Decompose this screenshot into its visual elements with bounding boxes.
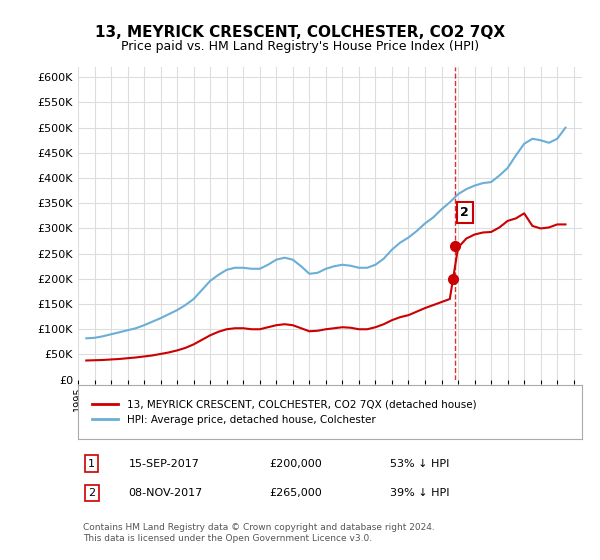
Legend: 13, MEYRICK CRESCENT, COLCHESTER, CO2 7QX (detached house), HPI: Average price, : 13, MEYRICK CRESCENT, COLCHESTER, CO2 7Q… — [88, 395, 481, 429]
Text: 2: 2 — [460, 206, 469, 219]
Text: £200,000: £200,000 — [269, 459, 322, 469]
Text: 1: 1 — [88, 459, 95, 469]
Text: 53% ↓ HPI: 53% ↓ HPI — [391, 459, 450, 469]
Text: Contains HM Land Registry data © Crown copyright and database right 2024.
This d: Contains HM Land Registry data © Crown c… — [83, 524, 435, 543]
Text: 39% ↓ HPI: 39% ↓ HPI — [391, 488, 450, 498]
Text: 13, MEYRICK CRESCENT, COLCHESTER, CO2 7QX: 13, MEYRICK CRESCENT, COLCHESTER, CO2 7Q… — [95, 25, 505, 40]
Text: £265,000: £265,000 — [269, 488, 322, 498]
Text: 2: 2 — [88, 488, 95, 498]
Text: Price paid vs. HM Land Registry's House Price Index (HPI): Price paid vs. HM Land Registry's House … — [121, 40, 479, 53]
Text: 15-SEP-2017: 15-SEP-2017 — [128, 459, 199, 469]
Text: 08-NOV-2017: 08-NOV-2017 — [128, 488, 203, 498]
